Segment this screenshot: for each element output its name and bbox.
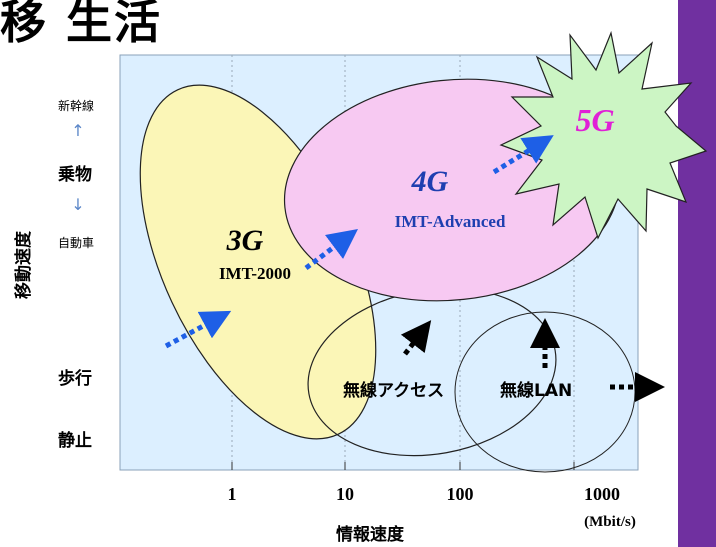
arrow-to-3g <box>164 310 232 349</box>
arrow-wireless-access-up <box>400 320 432 356</box>
label-wireless-lan: 無線LAN <box>500 380 572 401</box>
label-3g: 3G <box>226 224 264 257</box>
y-up-arrow: ↑ <box>71 121 84 140</box>
x-unit: (Mbit/s) <box>584 514 636 530</box>
label-5g: 5G <box>575 102 614 138</box>
label-4g: 4G <box>411 165 449 198</box>
y-label-still: 静止 <box>58 430 92 451</box>
y-label-vehicle: 乗物 <box>57 164 92 185</box>
blue-arrows <box>164 135 554 349</box>
arrow-4g-to-5g <box>492 135 554 175</box>
x-tick-1: 1 <box>228 484 237 504</box>
y-label-walk: 歩行 <box>58 368 92 389</box>
y-axis-title: 移動速度 <box>13 230 34 299</box>
label-imt-advanced: IMT-Advanced <box>395 212 506 231</box>
label-wireless-access: 無線アクセス <box>343 380 444 401</box>
x-tick-marks <box>231 462 575 470</box>
x-tick-10: 10 <box>336 484 354 504</box>
label-imt-2000: IMT-2000 <box>219 264 291 283</box>
y-label-car: 自動車 <box>58 236 94 250</box>
x-tick-100: 100 <box>447 484 474 504</box>
y-down-arrow: ↓ <box>71 195 84 214</box>
black-arrows <box>400 318 665 402</box>
slide-title: ⁠移 生活 <box>0 0 163 49</box>
x-axis-title: 情報速度 <box>336 524 405 545</box>
y-label-shinkansen: 新幹線 <box>58 98 94 113</box>
x-tick-1000: 1000 <box>584 484 620 504</box>
